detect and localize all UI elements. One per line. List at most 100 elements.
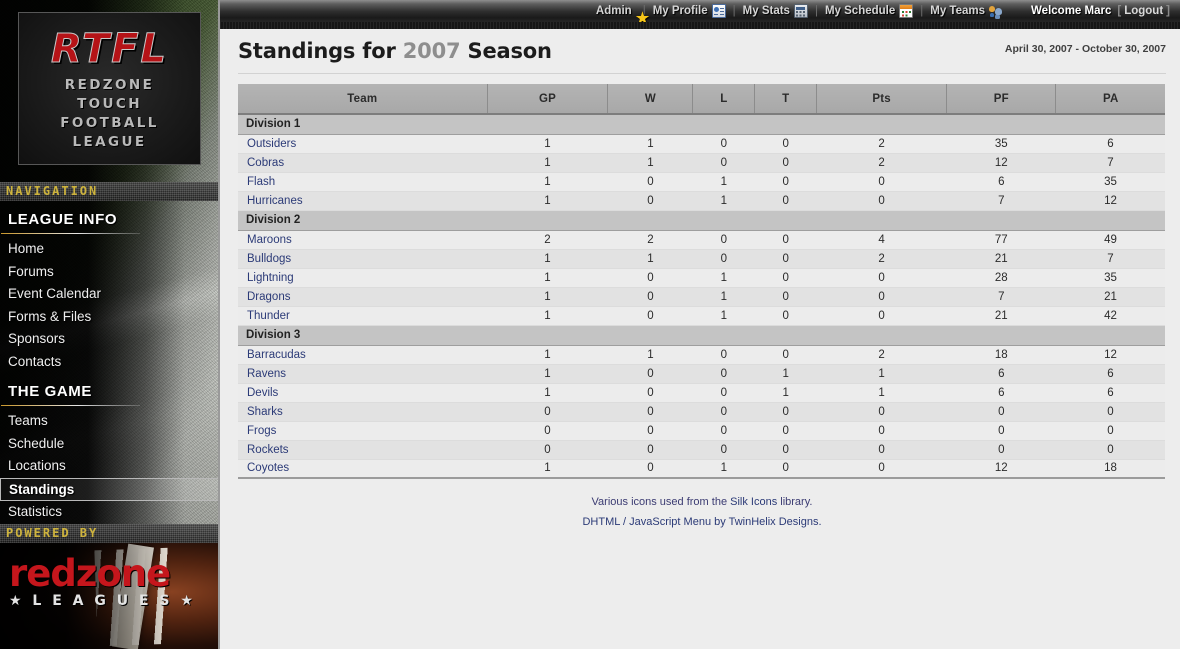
league-logo-line-2: TOUCH <box>77 96 142 112</box>
team-link[interactable]: Cobras <box>247 156 285 169</box>
cell-l: 0 <box>692 230 755 250</box>
twinhelix-link[interactable]: DHTML / JavaScript Menu by TwinHelix Des… <box>582 516 822 528</box>
team-link[interactable]: Ravens <box>247 367 286 380</box>
topnav-my-schedule[interactable]: My Schedule <box>819 4 919 18</box>
cell-l: 0 <box>692 249 755 269</box>
cell-t: 0 <box>754 306 817 326</box>
team-link[interactable]: Dragons <box>247 290 291 303</box>
cell-pa: 6 <box>1055 364 1165 384</box>
page-title-suffix: Season <box>467 39 552 63</box>
league-logo-mark: RTFL <box>50 26 169 72</box>
welcome-message: Welcome Marc <box>1031 5 1112 17</box>
team-link[interactable]: Lightning <box>247 271 294 284</box>
topnav-separator: | <box>732 5 736 17</box>
column-header-pts[interactable]: Pts <box>816 84 948 115</box>
sidebar-item-event-calendar[interactable]: Event Calendar <box>8 286 102 301</box>
cell-t: 1 <box>754 383 817 403</box>
cell-pf: 12 <box>946 153 1056 173</box>
team-link[interactable]: Sharks <box>247 405 283 418</box>
cell-pf: 6 <box>946 172 1056 192</box>
column-header-team[interactable]: Team <box>238 84 488 115</box>
cell-w: 2 <box>607 230 693 250</box>
team-link[interactable]: Devils <box>247 386 279 399</box>
sidebar-item-teams[interactable]: Teams <box>8 413 48 428</box>
division-name: Division 3 <box>238 324 1165 346</box>
column-header-pf[interactable]: PF <box>946 84 1057 115</box>
topnav-my-profile[interactable]: My Profile <box>647 4 732 18</box>
cell-pts: 0 <box>816 440 947 460</box>
cell-t: 0 <box>754 440 817 460</box>
column-header-pa[interactable]: PA <box>1055 84 1165 115</box>
cell-w: 1 <box>607 134 693 154</box>
league-logo[interactable]: RTFL REDZONE TOUCH FOOTBALL LEAGUE <box>18 12 201 165</box>
topnav-my-stats[interactable]: My Stats <box>737 4 814 18</box>
cell-pa: 6 <box>1055 134 1165 154</box>
sidebar-item-schedule[interactable]: Schedule <box>8 435 65 451</box>
cell-team: Flash <box>238 172 487 192</box>
cell-pa: 0 <box>1055 402 1165 422</box>
column-header-l[interactable]: L <box>692 84 756 115</box>
cell-pts: 0 <box>816 287 947 307</box>
cell-gp: 0 <box>487 440 608 460</box>
topnav-label: My Stats <box>742 5 790 17</box>
table-row: Coyotes 1 0 1 0 0 12 18 <box>238 459 1165 479</box>
cell-w: 0 <box>607 459 693 479</box>
team-link[interactable]: Maroons <box>247 233 292 246</box>
cell-w: 0 <box>607 402 693 422</box>
division-header-row: Division 2 <box>238 209 1165 231</box>
cell-w: 0 <box>607 172 693 192</box>
cell-pf: 18 <box>946 345 1056 365</box>
redzone-logo-tagline: ★ L E A G U E S ★ <box>9 593 196 609</box>
team-link[interactable]: Barracudas <box>247 348 306 361</box>
cell-l: 0 <box>692 421 755 441</box>
team-link[interactable]: Thunder <box>247 309 290 322</box>
standings-table-container: Team GP W L T Pts PF PA Division 1 Outsid… <box>220 74 1180 532</box>
powered-by-block[interactable]: redzone ★ L E A G U E S ★ <box>0 543 220 649</box>
cell-w: 0 <box>607 440 693 460</box>
cell-gp: 1 <box>487 459 608 479</box>
sidebar-item-locations[interactable]: Locations <box>8 458 66 473</box>
team-link[interactable]: Coyotes <box>247 462 290 475</box>
cell-w: 0 <box>607 364 693 384</box>
standings-table-body: Division 1 Outsiders 1 1 0 0 2 35 6 Cobras 1 1 0 0 2 12… <box>238 113 1165 479</box>
column-header-gp[interactable]: GP <box>487 84 609 115</box>
team-link[interactable]: Rockets <box>247 443 289 456</box>
topnav-my-teams[interactable]: My Teams <box>924 4 1009 18</box>
sidebar-item-forums[interactable]: Forums <box>8 263 54 279</box>
cell-team: Sharks <box>238 402 487 422</box>
page-title-year: 2007 <box>402 39 461 63</box>
column-header-w[interactable]: W <box>607 84 694 115</box>
cell-pf: 0 <box>946 440 1056 460</box>
sidebar-item-contacts[interactable]: Contacts <box>8 353 62 369</box>
cell-pa: 7 <box>1055 249 1165 269</box>
logout-button[interactable]: Logout <box>1124 5 1164 17</box>
sidebar-item-standings[interactable]: Standings <box>0 477 219 501</box>
cell-gp: 1 <box>487 191 608 211</box>
sidebar-item-forms-files[interactable]: Forms & Files <box>8 308 92 324</box>
topnav-admin[interactable]: Admin ★ <box>595 5 650 27</box>
cell-w: 1 <box>607 345 693 365</box>
sidebar-section-heading: THE GAME <box>8 383 92 400</box>
table-row: Cobras 1 1 0 0 2 12 7 <box>238 153 1165 173</box>
sidebar-item-sponsors[interactable]: Sponsors <box>8 331 66 346</box>
redzone-leagues-logo[interactable]: redzone ★ L E A G U E S ★ <box>0 543 220 609</box>
team-link[interactable]: Frogs <box>247 424 277 437</box>
sidebar-item-home[interactable]: Home <box>8 241 45 256</box>
cell-gp: 1 <box>487 383 608 403</box>
team-link[interactable]: Flash <box>247 175 276 188</box>
cell-pf: 7 <box>946 191 1056 211</box>
cell-pts: 0 <box>816 172 947 192</box>
team-link[interactable]: Outsiders <box>247 137 297 150</box>
cell-gp: 0 <box>487 421 608 441</box>
column-header-t[interactable]: T <box>754 84 818 115</box>
team-link[interactable]: Hurricanes <box>247 194 303 207</box>
cell-gp: 1 <box>487 134 608 154</box>
sidebar-item-statistics[interactable]: Statistics <box>8 503 63 519</box>
silk-icons-link[interactable]: Silk Icons <box>730 496 778 508</box>
navigation-strip-label: NAVIGATION <box>0 182 220 201</box>
team-link[interactable]: Bulldogs <box>247 252 292 265</box>
sidebar-section-divider <box>1 233 140 234</box>
league-logo-line-3: FOOTBALL <box>60 115 159 131</box>
table-row: Lightning 1 0 1 0 0 28 35 <box>238 268 1165 288</box>
cell-pts: 0 <box>816 191 947 211</box>
